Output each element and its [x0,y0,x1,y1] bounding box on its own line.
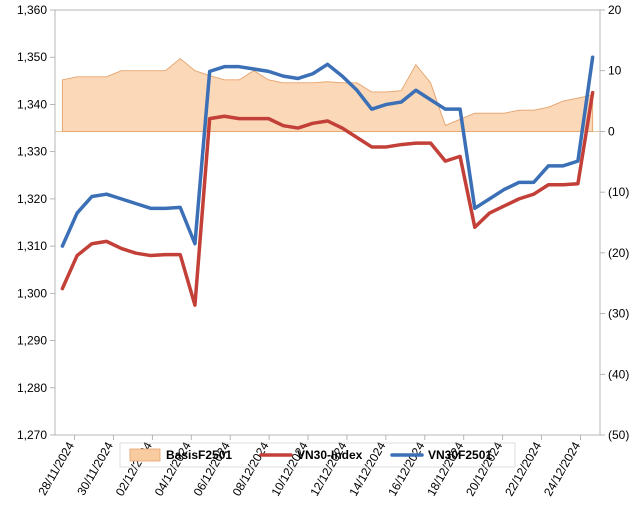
legend-label: VN30F2501 [428,448,492,462]
y-left-label: 1,280 [17,381,47,395]
x-label: 22/12/2024 [502,439,544,498]
legend-label: VN30-Index [297,448,363,462]
x-label: 16/12/2024 [385,439,427,498]
y-right-label: 10 [608,64,622,78]
x-label: 30/11/2024 [74,439,116,498]
x-label: 24/12/2024 [541,439,583,498]
y-left-label: 1,310 [17,239,47,253]
legend-swatch-area [130,449,160,461]
y-right-label: (10) [608,185,629,199]
y-left-label: 1,330 [17,145,47,159]
y-left-label: 1,350 [17,50,47,64]
y-left-label: 1,360 [17,3,47,17]
legend-label: BasisF2501 [166,448,232,462]
y-left-label: 1,290 [17,334,47,348]
x-label: 28/11/2024 [35,439,77,498]
y-left-label: 1,320 [17,192,47,206]
chart-container: 1,270 1,280 1,290 1,300 1,310 1,320 1,330 1,340… [0,0,640,529]
y-right-label: (50) [608,428,629,442]
y-left-label: 1,300 [17,286,47,300]
y-left-label: 1,270 [17,428,47,442]
y-right-label: (20) [608,246,629,260]
x-label: 02/12/2024 [113,439,155,498]
y-right-label: (30) [608,307,629,321]
y-left-label: 1,340 [17,97,47,111]
y-right-label: 0 [608,124,615,138]
x-label: 08/12/2024 [230,439,272,498]
y-right-label: (40) [608,367,629,381]
chart-svg: 1,270 1,280 1,290 1,300 1,310 1,320 1,330 1,340… [0,0,640,529]
y-right-label: 20 [608,3,622,17]
